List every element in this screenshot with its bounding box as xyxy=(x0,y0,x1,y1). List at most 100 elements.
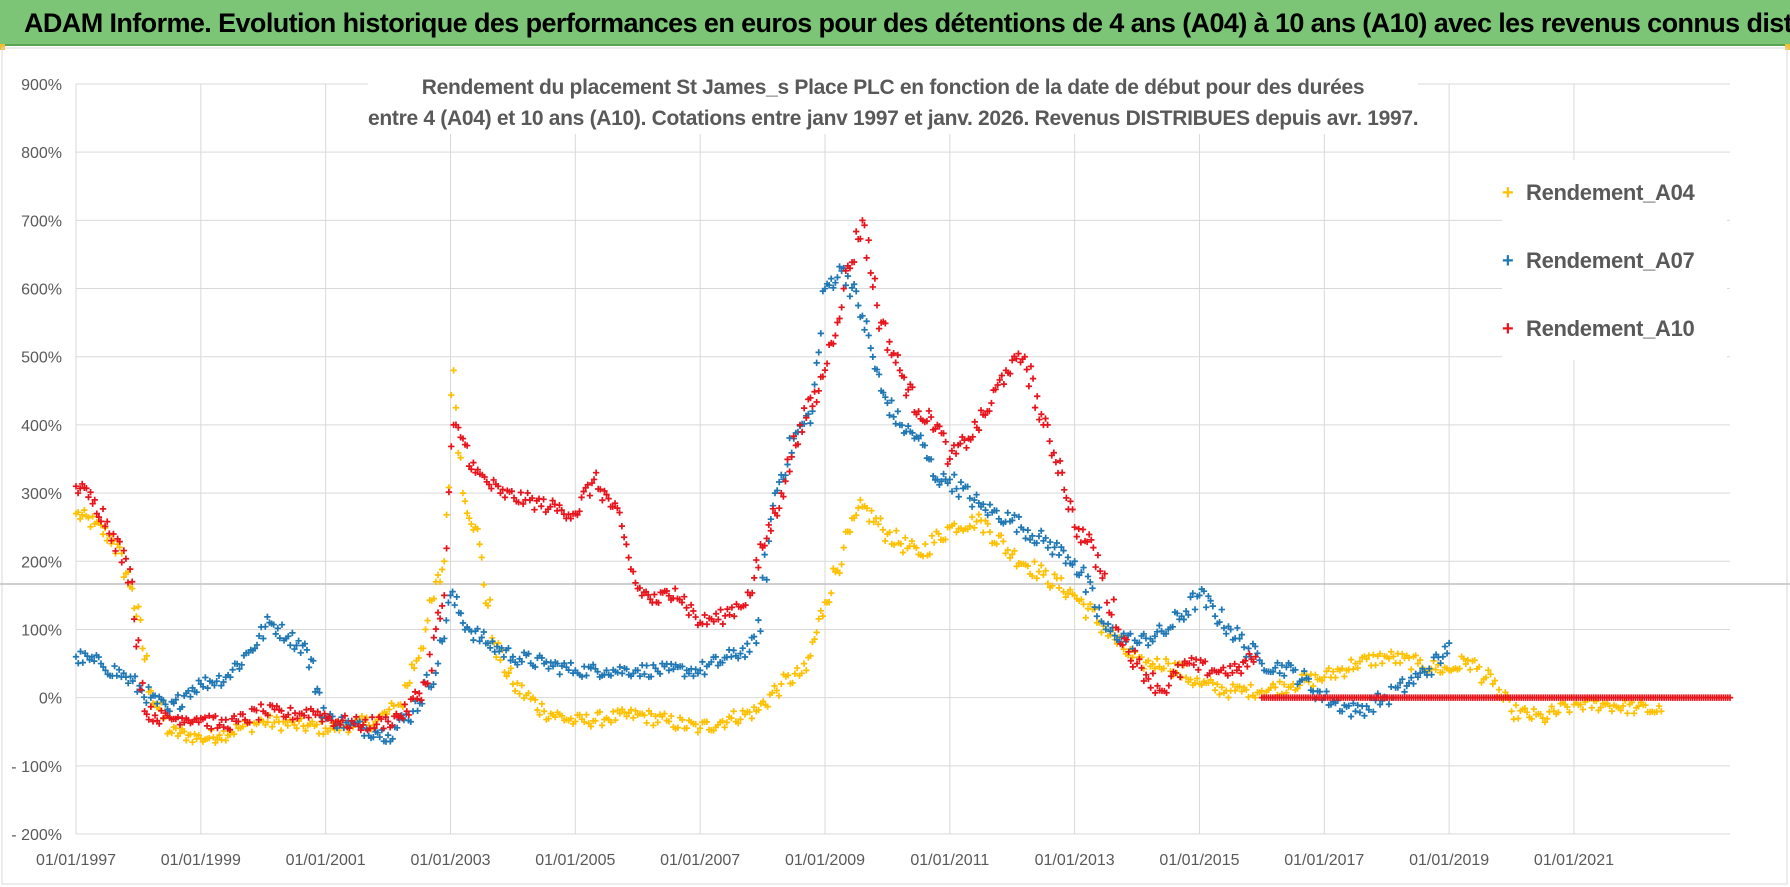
data-point xyxy=(81,506,88,514)
legend-marker-a10: + xyxy=(1502,318,1514,340)
data-point xyxy=(611,500,619,507)
data-point xyxy=(1619,702,1627,710)
data-point xyxy=(172,696,180,703)
data-point xyxy=(1658,708,1665,715)
data-point xyxy=(1038,527,1045,534)
page-title: ADAM Informe. Evolution historique des p… xyxy=(24,8,1790,38)
data-point xyxy=(295,637,302,645)
data-point xyxy=(724,605,731,613)
data-point xyxy=(528,494,536,502)
x-tick-label: 01/01/2021 xyxy=(1534,852,1614,869)
data-point xyxy=(1042,415,1049,422)
data-point xyxy=(651,591,658,598)
data-point xyxy=(1485,666,1492,674)
data-point xyxy=(423,671,430,679)
data-point xyxy=(800,404,808,412)
data-point xyxy=(180,719,188,726)
data-point xyxy=(782,471,789,479)
data-point xyxy=(1046,538,1054,546)
data-point xyxy=(932,425,939,433)
data-point xyxy=(461,497,469,505)
data-point xyxy=(980,529,987,536)
data-point xyxy=(79,480,86,488)
data-point xyxy=(605,495,612,502)
data-point xyxy=(436,615,444,622)
data-point xyxy=(1089,585,1096,592)
data-point xyxy=(518,682,526,689)
data-point xyxy=(1151,665,1159,672)
data-point xyxy=(1025,383,1033,390)
data-point xyxy=(574,511,581,519)
data-point xyxy=(470,459,477,466)
data-point xyxy=(647,710,655,718)
data-point xyxy=(623,665,630,673)
data-point xyxy=(1060,588,1067,595)
data-point xyxy=(567,659,575,667)
data-point xyxy=(324,728,332,735)
data-point xyxy=(1078,596,1085,603)
data-point xyxy=(636,584,644,592)
data-point xyxy=(327,725,334,732)
data-point xyxy=(643,719,650,727)
data-point xyxy=(692,666,699,673)
data-point xyxy=(815,615,822,623)
data-point xyxy=(694,729,702,736)
data-point xyxy=(603,667,610,674)
data-point xyxy=(328,717,335,724)
data-point xyxy=(589,661,597,668)
data-point xyxy=(1566,708,1573,716)
data-point xyxy=(940,470,947,478)
data-point xyxy=(616,710,624,717)
data-point xyxy=(734,720,742,727)
data-point xyxy=(928,532,936,540)
data-point xyxy=(944,460,951,468)
data-point xyxy=(765,521,773,529)
data-point xyxy=(846,265,854,272)
title-banner: ADAM Informe. Evolution historique des p… xyxy=(0,0,1790,46)
data-point xyxy=(268,723,276,730)
data-point xyxy=(1009,517,1016,524)
data-point xyxy=(1238,631,1246,638)
data-point xyxy=(1226,662,1234,670)
data-point xyxy=(610,708,617,715)
data-point xyxy=(531,506,538,513)
data-point xyxy=(909,429,916,437)
data-point xyxy=(1408,666,1415,673)
data-point xyxy=(721,612,729,620)
data-point xyxy=(538,700,546,708)
data-point xyxy=(1352,660,1359,667)
data-point xyxy=(285,633,292,640)
data-point xyxy=(1200,587,1208,595)
data-point xyxy=(703,621,711,628)
data-point xyxy=(739,707,746,714)
data-point xyxy=(1006,554,1014,562)
data-point xyxy=(1182,608,1190,615)
data-point xyxy=(877,515,884,522)
data-point xyxy=(879,526,887,533)
data-point xyxy=(493,653,500,661)
data-point xyxy=(1044,544,1052,551)
legend-label-a04: Rendement_A04 xyxy=(1526,180,1695,205)
data-point xyxy=(1110,596,1117,603)
data-point xyxy=(1080,564,1087,571)
data-point xyxy=(852,288,860,295)
data-point xyxy=(863,318,870,325)
data-point xyxy=(1061,486,1068,493)
data-point xyxy=(1229,681,1237,688)
data-point xyxy=(1220,624,1228,632)
data-point xyxy=(1394,684,1402,691)
data-point xyxy=(1439,669,1446,676)
data-point xyxy=(443,545,450,552)
data-point xyxy=(1242,657,1249,665)
data-point xyxy=(128,578,136,585)
data-point xyxy=(846,528,854,536)
data-point xyxy=(151,692,159,699)
data-point xyxy=(236,665,243,673)
data-point xyxy=(1370,651,1377,659)
data-point xyxy=(821,285,829,292)
data-point xyxy=(302,727,309,734)
data-point xyxy=(1515,715,1522,722)
data-point xyxy=(1133,660,1141,667)
data-point xyxy=(1049,582,1056,590)
data-point xyxy=(1172,669,1179,677)
